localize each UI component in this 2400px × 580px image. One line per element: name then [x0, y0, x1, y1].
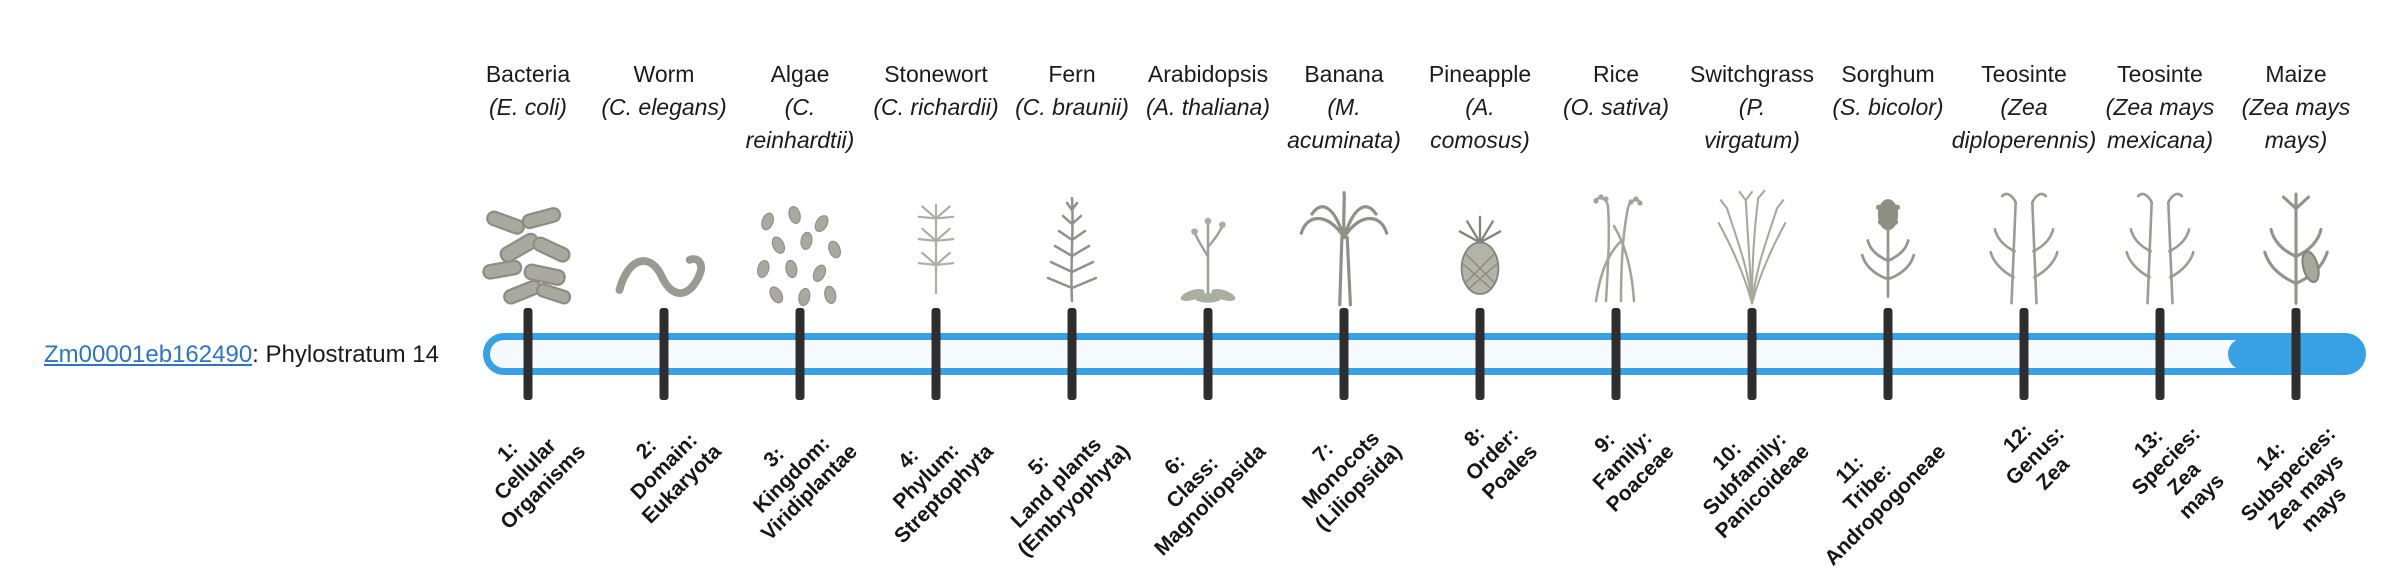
organism-scientific-name: comosus): [1430, 127, 1530, 153]
organism-common-name: Algae: [770, 61, 830, 87]
timeline-tick-6: [1203, 308, 1213, 400]
timeline-tick-3: [795, 308, 805, 400]
organism-name-block: Bacteria (E. coli): [438, 58, 618, 124]
switchgrass-icon: [1677, 178, 1827, 310]
organism-name-block: Fern (C. braunii): [982, 58, 1162, 124]
stratum-label-12: 12: Genus: Zea: [1983, 404, 2087, 508]
stratum-label-6: 6: Class: Magnoliopsida: [1114, 404, 1271, 561]
pineapple-icon: [1405, 178, 1555, 310]
organism-common-name: Teosinte: [1981, 61, 2067, 87]
organism-name-block: Switchgrass (P. virgatum): [1662, 58, 1842, 157]
organism-common-name: Fern: [1048, 61, 1096, 87]
organism-name-block: Algae (C. reinhardtii): [710, 58, 890, 157]
organism-common-name: Teosinte: [2117, 61, 2203, 87]
organism-scientific-name: (E. coli): [489, 94, 567, 120]
organism-common-name: Sorghum: [1841, 61, 1935, 87]
organism-scientific-name: (C. braunii): [1015, 94, 1129, 120]
phylostratum-text: : Phylostratum 14: [252, 341, 439, 368]
organism-scientific-name: (P.: [1738, 94, 1766, 120]
phylostrata-timeline-bar: [483, 333, 2366, 375]
organism-scientific-name: virgatum): [1704, 127, 1800, 153]
organism-scientific-name: (Zea: [2000, 94, 2048, 120]
stratum-label-9: 9: Family: Poaceae: [1566, 404, 1679, 517]
organism-name-block: Pineapple (A. comosus): [1390, 58, 1570, 157]
timeline-tick-12: [2019, 308, 2029, 400]
organism-scientific-name: (C.: [784, 94, 816, 120]
teosinte-icon: [2085, 178, 2235, 310]
organism-name-block: Banana (M. acuminata): [1254, 58, 1434, 157]
worm-icon: [589, 178, 739, 310]
stratum-label-8: 8: Order: Poales: [1442, 404, 1543, 505]
bacteria-icon: [453, 178, 603, 310]
maize-icon: [2221, 178, 2371, 310]
organism-scientific-name: reinhardtii): [745, 127, 855, 153]
stratum-label-14: 14: Subspecies: Zea mays mays: [2219, 404, 2377, 562]
stratum-label-7: 7: Monocots (Liliopsida): [1275, 404, 1407, 536]
fern-icon: [997, 178, 1147, 310]
timeline-tick-1: [523, 308, 533, 400]
gene-id-link[interactable]: Zm00001eb162490: [44, 341, 253, 368]
organism-scientific-name: mexicana): [2106, 127, 2214, 153]
organism-scientific-name: (C. richardii): [873, 94, 999, 120]
organism-name-block: Stonewort (C. richardii): [846, 58, 1026, 124]
stratum-label-1: 1: Cellular Organisms: [460, 404, 591, 535]
organism-scientific-name: (S. bicolor): [1832, 94, 1944, 120]
stratum-label-4: 4: Phylum: Streptophyta: [854, 404, 999, 549]
organism-common-name: Stonewort: [884, 61, 988, 87]
organism-common-name: Banana: [1304, 61, 1384, 87]
gene-label: Zm00001eb162490: Phylostratum 14: [44, 341, 439, 369]
organism-scientific-name: (Zea mays: [2105, 94, 2215, 120]
organism-name-block: Worm (C. elegans): [574, 58, 754, 124]
organism-name-block: Teosinte (Zea mays mexicana): [2070, 58, 2250, 157]
organism-name-block: Sorghum (S. bicolor): [1798, 58, 1978, 124]
organism-common-name: Worm: [633, 61, 695, 87]
rice-icon: [1541, 178, 1691, 310]
teosinte-icon: [1949, 178, 2099, 310]
organism-scientific-name: diploperennis): [1951, 127, 2097, 153]
organism-scientific-name: mays): [2264, 127, 2328, 153]
organism-common-name: Rice: [1592, 61, 1639, 87]
stonewort-icon: [861, 178, 1011, 310]
organism-name-block: Maize (Zea mays mays): [2206, 58, 2386, 157]
organism-scientific-name: (C. elegans): [601, 94, 727, 120]
organism-name-block: Teosinte (Zea diploperennis): [1934, 58, 2114, 157]
organism-scientific-name: (Zea mays: [2241, 94, 2351, 120]
timeline-tick-4: [931, 308, 941, 400]
organism-name-block: Arabidopsis (A. thaliana): [1118, 58, 1298, 124]
timeline-tick-9: [1611, 308, 1621, 400]
organism-common-name: Maize: [2265, 61, 2327, 87]
organism-common-name: Pineapple: [1428, 61, 1532, 87]
timeline-tick-11: [1883, 308, 1893, 400]
organism-scientific-name: (A.: [1465, 94, 1495, 120]
sorghum-icon: [1813, 178, 1963, 310]
organism-scientific-name: (M.: [1327, 94, 1361, 120]
timeline-tick-5: [1067, 308, 1077, 400]
organism-common-name: Switchgrass: [1690, 61, 1814, 87]
banana-icon: [1269, 178, 1419, 310]
timeline-tick-8: [1475, 308, 1485, 400]
stratum-label-5: 5: Land plants (Embryophyta): [977, 404, 1135, 562]
organism-name-block: Rice (O. sativa): [1526, 58, 1706, 124]
stratum-label-2: 2: Domain: Eukaryota: [602, 404, 727, 529]
timeline-tick-13: [2155, 308, 2165, 400]
algae-icon: [725, 178, 875, 310]
timeline-tick-14: [2291, 308, 2301, 400]
timeline-tick-7: [1339, 308, 1349, 400]
organism-scientific-name: acuminata): [1287, 127, 1401, 153]
timeline-tick-10: [1747, 308, 1757, 400]
organism-common-name: Arabidopsis: [1147, 61, 1269, 87]
organism-common-name: Bacteria: [485, 61, 571, 87]
stratum-label-3: 3: Kingdom: Viridiplantae: [721, 404, 863, 546]
organism-scientific-name: (O. sativa): [1562, 94, 1670, 120]
stratum-label-11: 11: Tribe: Andropogoneae: [1784, 404, 1951, 571]
stratum-label-13: 13: Species: Zea mays: [2109, 404, 2241, 536]
arabidopsis-icon: [1133, 178, 1283, 310]
organism-scientific-name: (A. thaliana): [1145, 94, 1270, 120]
timeline-tick-2: [659, 308, 669, 400]
